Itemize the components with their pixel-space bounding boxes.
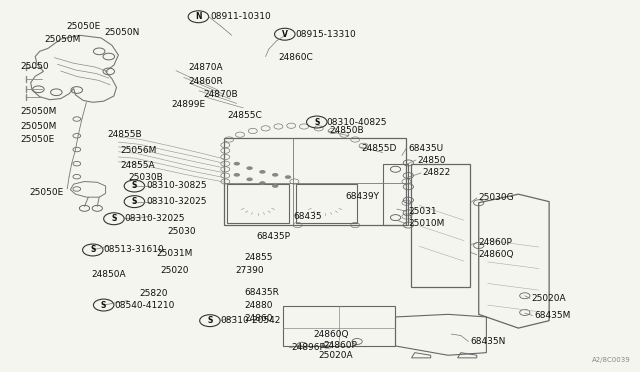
Text: 68435U: 68435U <box>408 144 444 153</box>
Text: 25030B: 25030B <box>128 173 163 182</box>
Text: 24850: 24850 <box>417 156 446 165</box>
Circle shape <box>272 184 278 188</box>
Text: S: S <box>207 316 212 325</box>
Text: 68435M: 68435M <box>534 311 571 320</box>
Text: 24860Q: 24860Q <box>314 330 349 339</box>
Text: S: S <box>132 197 137 206</box>
Text: 68435N: 68435N <box>470 337 506 346</box>
Circle shape <box>285 175 291 179</box>
Circle shape <box>246 166 253 170</box>
Text: 25020: 25020 <box>160 266 189 275</box>
Text: 27390: 27390 <box>236 266 264 275</box>
Text: 24860C: 24860C <box>278 53 313 62</box>
Text: 24860Q: 24860Q <box>479 250 514 259</box>
Text: 25031: 25031 <box>408 207 437 216</box>
Circle shape <box>259 170 266 174</box>
Text: 25050N: 25050N <box>104 28 140 37</box>
Text: 24870A: 24870A <box>189 63 223 72</box>
Text: S: S <box>111 214 116 223</box>
Text: 25050M: 25050M <box>45 35 81 44</box>
Text: 25050M: 25050M <box>20 107 57 116</box>
Text: S: S <box>314 118 319 126</box>
Text: 08540-41210: 08540-41210 <box>114 301 174 310</box>
Text: 08915-13310: 08915-13310 <box>296 30 356 39</box>
Text: 24850B: 24850B <box>330 126 364 135</box>
Text: 25050: 25050 <box>20 62 49 71</box>
Text: 08911-10310: 08911-10310 <box>210 12 271 21</box>
Text: 25031M: 25031M <box>157 249 193 258</box>
Text: 08310-30825: 08310-30825 <box>146 182 207 190</box>
Text: 25050E: 25050E <box>29 188 64 197</box>
Text: 25820: 25820 <box>140 289 168 298</box>
Text: 24850A: 24850A <box>91 270 125 279</box>
Text: 25030: 25030 <box>168 227 196 236</box>
Circle shape <box>246 177 253 181</box>
Text: 68435: 68435 <box>293 212 322 221</box>
Text: 08310-32025: 08310-32025 <box>125 214 186 223</box>
Text: 24860P: 24860P <box>479 238 513 247</box>
Text: 25020A: 25020A <box>319 351 353 360</box>
Text: 24899E: 24899E <box>172 100 205 109</box>
Text: 25020A: 25020A <box>531 294 566 303</box>
Text: 08310-32025: 08310-32025 <box>146 197 207 206</box>
Text: 24880: 24880 <box>244 301 273 310</box>
Text: 25050E: 25050E <box>20 135 55 144</box>
Text: 08310-40825: 08310-40825 <box>326 118 387 126</box>
Text: 08513-31610: 08513-31610 <box>104 246 164 254</box>
Text: V: V <box>282 30 288 39</box>
Text: 08310-20542: 08310-20542 <box>221 316 281 325</box>
Text: 24855A: 24855A <box>120 161 155 170</box>
Text: A2/8C0039: A2/8C0039 <box>591 357 630 363</box>
Bar <box>283 306 395 346</box>
Text: 24855D: 24855D <box>362 144 397 153</box>
Text: N: N <box>195 12 202 21</box>
Bar <box>224 138 406 225</box>
Text: 24855B: 24855B <box>108 130 142 139</box>
Text: 25050M: 25050M <box>20 122 57 131</box>
Text: 25056M: 25056M <box>120 146 157 155</box>
Text: S: S <box>101 301 106 310</box>
Text: 24870B: 24870B <box>204 90 238 99</box>
Circle shape <box>234 162 240 166</box>
Text: S: S <box>132 182 137 190</box>
Text: 24860R: 24860R <box>189 77 223 86</box>
Text: 68435R: 68435R <box>244 288 279 296</box>
Text: 25030G: 25030G <box>479 193 515 202</box>
Text: 25050E: 25050E <box>66 22 100 31</box>
Text: 68439Y: 68439Y <box>346 192 380 201</box>
Circle shape <box>234 173 240 177</box>
Circle shape <box>259 181 266 185</box>
Bar <box>383 164 408 225</box>
Circle shape <box>272 173 278 177</box>
Text: 24855C: 24855C <box>227 111 262 120</box>
Text: 24855: 24855 <box>244 253 273 262</box>
Text: 24896P: 24896P <box>291 343 325 352</box>
Text: 68435P: 68435P <box>256 232 290 241</box>
Text: 24860P: 24860P <box>323 341 357 350</box>
Text: S: S <box>90 246 95 254</box>
Text: 25010M: 25010M <box>408 219 445 228</box>
Text: 24860: 24860 <box>244 314 273 323</box>
Text: 24822: 24822 <box>422 169 451 177</box>
